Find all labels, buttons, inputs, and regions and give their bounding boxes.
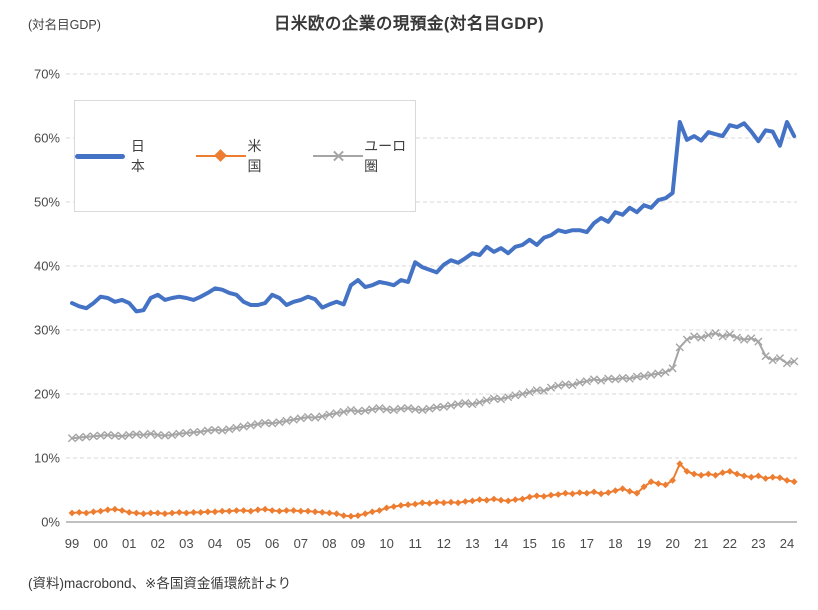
source-note: (資料)macrobond、※各国資金循環統計より <box>28 576 292 591</box>
y-axis-tick-label: 20% <box>34 387 60 402</box>
y-axis-tick-label: 0% <box>41 515 60 530</box>
y-axis-tick-label: 70% <box>34 67 60 82</box>
legend-entry-japan: 日本 <box>75 136 156 176</box>
series-line <box>70 120 797 314</box>
x-axis-tick-label: 03 <box>179 536 193 551</box>
series-euro <box>67 329 799 443</box>
x-axis-tick-label: 17 <box>580 536 594 551</box>
x-axis-tick-label: 00 <box>93 536 107 551</box>
x-axis-tick-label: 11 <box>408 536 422 551</box>
y-axis-tick-label: 30% <box>34 323 60 338</box>
x-axis-tick-label: 04 <box>208 536 222 551</box>
japan-line-swatch-icon <box>75 153 125 159</box>
euro-line-x-swatch-icon <box>312 149 363 163</box>
x-axis-tick-label: 13 <box>465 536 479 551</box>
y-axis-tick-label: 50% <box>34 195 60 210</box>
legend-entry-euro: ユーロ圏 <box>312 136 415 176</box>
x-axis-tick-label: 05 <box>236 536 250 551</box>
legend-label-euro: ユーロ圏 <box>364 138 407 174</box>
legend-entry-us: 米国 <box>196 136 273 176</box>
diamond-markers <box>68 460 798 520</box>
chart-title: 日米欧の企業の現預金(対名目GDP) <box>273 15 545 33</box>
x-axis-tick-label: 07 <box>294 536 308 551</box>
x-axis-tick-label: 06 <box>265 536 279 551</box>
x-axis-tick-label: 10 <box>379 536 393 551</box>
series-line <box>71 332 796 440</box>
y-axis-tick-label: 10% <box>34 451 60 466</box>
x-axis-tick-label: 18 <box>608 536 622 551</box>
series-japan <box>70 120 797 314</box>
x-axis-tick-label: 08 <box>322 536 336 551</box>
x-axis-tick-label: 02 <box>151 536 165 551</box>
x-axis-tick-label: 20 <box>665 536 679 551</box>
y-axis-unit-label: (対名目GDP) <box>28 18 101 32</box>
chart-legend: 日本 米国 ユーロ圏 <box>74 100 416 212</box>
x-axis-tick-label: 22 <box>723 536 737 551</box>
series-us <box>68 460 798 520</box>
y-axis-tick-labels: 0% 10% 20% 30% 40% 50% 60% 70% <box>34 67 60 530</box>
x-axis-tick-label: 15 <box>522 536 536 551</box>
x-axis-tick-label: 24 <box>780 536 794 551</box>
x-markers <box>67 329 799 443</box>
x-axis-tick-label: 12 <box>437 536 451 551</box>
x-axis-tick-label: 01 <box>122 536 136 551</box>
y-axis-tick-label: 60% <box>34 131 60 146</box>
x-axis-tick-labels: 99 00 01 02 03 04 05 06 07 08 09 10 11 12 13 14 15 16 17 18… <box>65 536 794 551</box>
legend-label-japan: 日本 <box>130 138 145 174</box>
x-axis-tick-label: 09 <box>351 536 365 551</box>
x-axis-tick-label: 14 <box>494 536 508 551</box>
legend-label-us: 米国 <box>247 138 262 174</box>
x-axis-tick-label: 23 <box>751 536 765 551</box>
x-axis-tick-label: 21 <box>694 536 708 551</box>
us-line-diamond-swatch-icon <box>196 149 247 163</box>
x-axis-tick-label: 16 <box>551 536 565 551</box>
x-axis-tick-label: 19 <box>637 536 651 551</box>
x-axis-tick-label: 99 <box>65 536 79 551</box>
y-axis-tick-label: 40% <box>34 259 60 274</box>
